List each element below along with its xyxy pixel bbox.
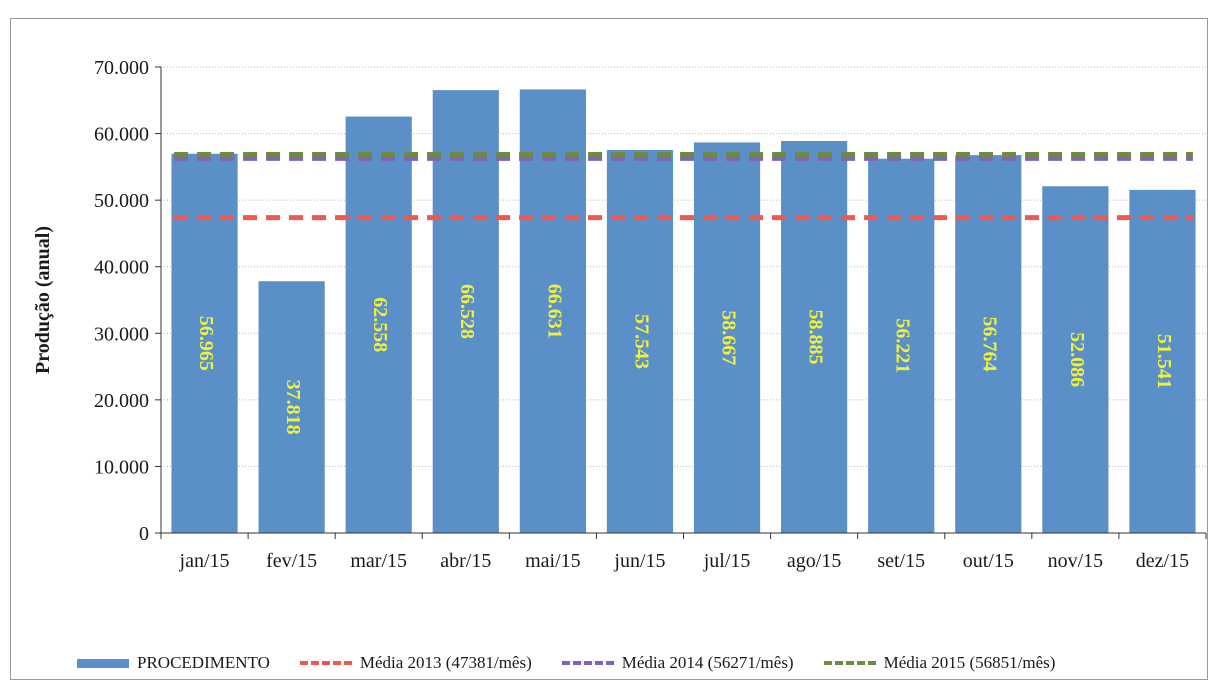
y-tick-label: 40.000: [94, 257, 149, 279]
legend-label: Média 2015 (56851/mês): [883, 653, 1056, 672]
legend-swatch-dash: [299, 661, 352, 665]
legend-swatch-dash: [823, 661, 876, 665]
x-tick-label: abr/15: [440, 550, 491, 572]
data-label: 56.965: [195, 316, 217, 371]
chart-frame: 0 10.000 20.000 30.000 40.000 50.000 60.000 70.…: [10, 18, 1208, 680]
data-label: 57.543: [630, 314, 652, 369]
y-tick-label: 0: [139, 523, 149, 545]
y-axis-label: Produção (anual): [32, 226, 54, 374]
bar: [258, 281, 325, 533]
data-label: 51.541: [1153, 334, 1175, 389]
bar: [432, 90, 499, 534]
axes-group: 0 10.000 20.000 30.000 40.000 50.000 60.000 70.…: [94, 57, 1207, 572]
data-label: 58.667: [717, 310, 739, 365]
legend-label: Média 2013 (47381/mês): [359, 653, 532, 672]
data-label: 62.558: [369, 297, 391, 352]
y-tick-label: 20.000: [94, 390, 149, 412]
bar: [868, 158, 935, 534]
x-tick-label: mai/15: [525, 550, 581, 572]
x-tick-label: ago/15: [787, 550, 841, 572]
data-label: 66.631: [543, 284, 565, 339]
data-label: 58.885: [805, 309, 827, 364]
bars-group: [171, 89, 1196, 534]
x-tick-label: out/15: [963, 550, 1014, 572]
legend-item-procedimento: PROCEDIMENTO: [77, 653, 270, 673]
y-tick-label: 30.000: [94, 323, 149, 345]
bar: [693, 142, 761, 533]
x-tick-label: set/15: [877, 550, 925, 572]
bar: [519, 89, 586, 533]
x-tick-label: mar/15: [350, 550, 407, 572]
legend-swatch-bar: [77, 658, 129, 668]
legend-label: PROCEDIMENTO: [137, 653, 270, 672]
data-label: 52.086: [1066, 332, 1088, 387]
x-tick-label: jul/15: [703, 550, 751, 572]
bar: [781, 140, 848, 533]
legend-label: Média 2014 (56271/mês): [621, 653, 794, 672]
y-tick-label: 70.000: [94, 57, 149, 79]
average-lines-group: [174, 152, 1193, 221]
legend-item-media-2014: Média 2014 (56271/mês): [561, 653, 794, 673]
data-labels-group: 56.965 37.818 62.558 66.528 66.631 57.543 58.6…: [195, 284, 1175, 435]
x-tick-label: jun/15: [613, 550, 665, 572]
bar: [345, 116, 412, 534]
bar-chart: 0 10.000 20.000 30.000 40.000 50.000 60.000 70.…: [32, 57, 1207, 572]
x-tick-label: jan/15: [179, 550, 230, 572]
bar: [1042, 186, 1109, 534]
grid-lines: [161, 66, 1206, 467]
data-label: 56.221: [892, 318, 914, 373]
data-label: 56.764: [979, 317, 1001, 372]
x-tick-label: fev/15: [266, 550, 317, 572]
y-tick-label: 10.000: [94, 456, 149, 478]
legend-item-media-2015: Média 2015 (56851/mês): [823, 653, 1056, 673]
x-tick-label: nov/15: [1048, 550, 1104, 572]
bar: [1129, 189, 1196, 533]
legend: PROCEDIMENTO Média 2013 (47381/mês) Médi…: [77, 653, 1055, 673]
y-tick-label: 60.000: [94, 124, 149, 146]
data-label: 66.528: [456, 284, 478, 339]
x-tick-label: dez/15: [1136, 550, 1189, 572]
legend-swatch-dash: [561, 661, 614, 665]
bar: [606, 149, 674, 533]
y-tick-label: 50.000: [94, 190, 149, 212]
data-label: 37.818: [282, 380, 304, 435]
legend-item-media-2013: Média 2013 (47381/mês): [299, 653, 532, 673]
